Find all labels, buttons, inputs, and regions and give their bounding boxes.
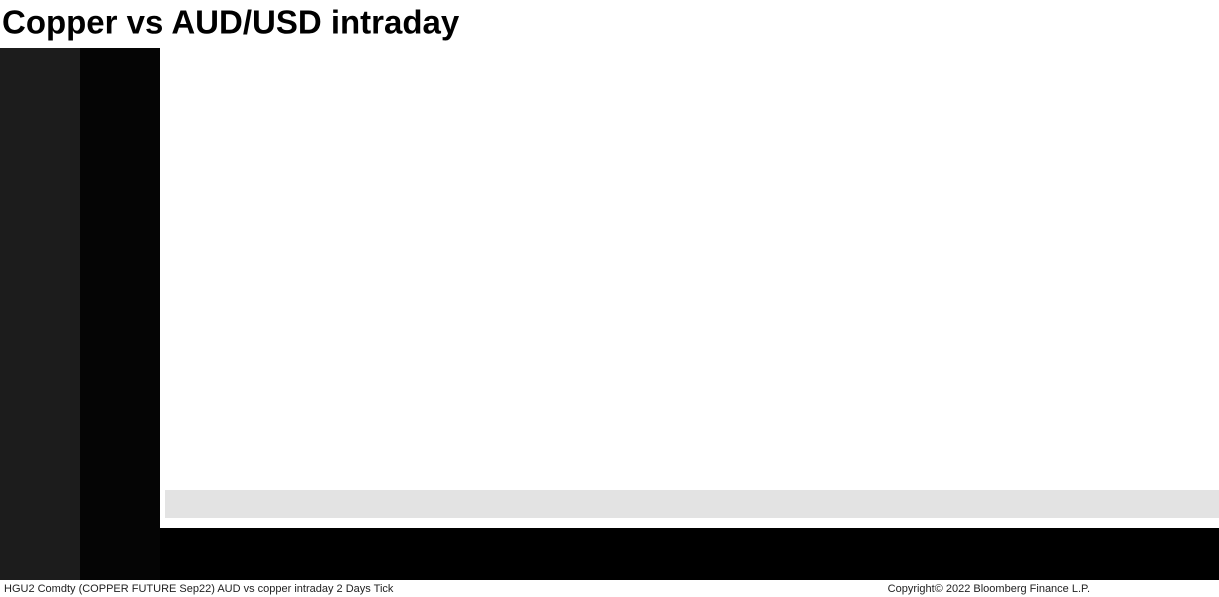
chart-title: Copper vs AUD/USD intraday (2, 4, 460, 41)
plot-area (160, 48, 1219, 528)
footer-left: HGU2 Comdty (COPPER FUTURE Sep22) AUD vs… (4, 583, 394, 595)
footer-right: Copyright© 2022 Bloomberg Finance L.P. (888, 583, 1090, 595)
left-axis-panel (0, 48, 80, 580)
legend-bg (165, 490, 1219, 518)
right-axis-panel (80, 48, 160, 580)
x-axis-panel (160, 528, 1219, 580)
